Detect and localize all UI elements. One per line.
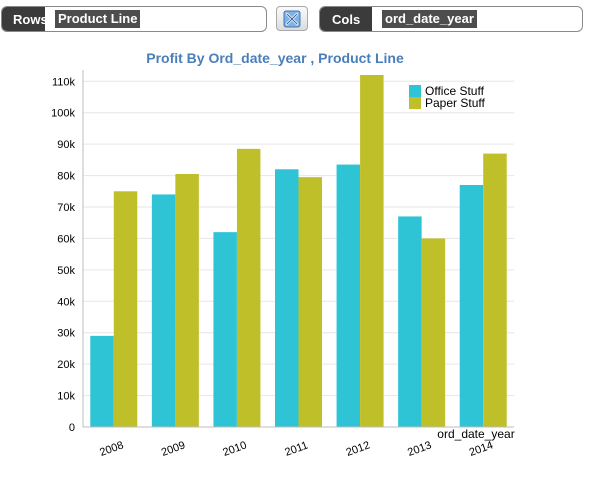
chart-bars xyxy=(90,75,507,428)
legend-label: Office Stuff xyxy=(425,84,485,98)
x-axis-title: ord_date_year xyxy=(437,427,514,441)
x-tick-label: 2009 xyxy=(160,439,187,459)
bar-paper-stuff-2010[interactable] xyxy=(236,148,261,427)
bar-paper-stuff-2012[interactable] xyxy=(360,75,384,427)
y-tick-label: 110k xyxy=(52,76,76,88)
y-tick-label: 100k xyxy=(51,108,75,120)
y-tick-label: 0 xyxy=(69,422,75,434)
bar-office-stuff-2008[interactable] xyxy=(90,335,114,427)
rows-field[interactable]: Rows Product Line xyxy=(1,6,267,32)
y-axis-ticks: 0 10k 20k 30k 40k 50k 60k 70k 80k 90k 100k 110k xyxy=(51,76,75,434)
x-tick-label: 2012 xyxy=(344,439,371,459)
x-tick-label: 2010 xyxy=(221,439,248,459)
chart-title: Profit By Ord_date_year , Product Line xyxy=(146,50,404,66)
y-tick-label: 70k xyxy=(57,202,75,214)
swap-axes-button[interactable] xyxy=(276,6,308,31)
y-tick-label: 10k xyxy=(57,391,75,403)
y-tick-label: 80k xyxy=(57,171,75,183)
bar-office-stuff-2012[interactable] xyxy=(336,164,361,428)
chart-axes xyxy=(82,70,514,428)
y-tick-label: 90k xyxy=(57,139,75,151)
legend-label: Paper Stuff xyxy=(425,96,485,110)
cols-label: Cols xyxy=(320,7,372,31)
y-tick-label: 50k xyxy=(57,265,75,277)
bar-office-stuff-2013[interactable] xyxy=(398,216,422,427)
bar-paper-stuff-2011[interactable] xyxy=(298,177,323,427)
cols-value[interactable]: ord_date_year xyxy=(382,10,477,28)
y-tick-label: 20k xyxy=(57,359,75,371)
profit-bar-chart: Profit By Ord_date_year , Product Line 0… xyxy=(51,50,515,459)
bar-office-stuff-2009[interactable] xyxy=(151,194,176,427)
bar-office-stuff-2014[interactable] xyxy=(459,185,484,427)
swap-axes-icon xyxy=(283,10,301,27)
bar-office-stuff-2011[interactable] xyxy=(275,169,299,428)
bar-paper-stuff-2014[interactable] xyxy=(483,153,507,428)
y-tick-label: 60k xyxy=(57,233,75,245)
x-tick-label: 2014 xyxy=(468,439,495,459)
bar-paper-stuff-2009[interactable] xyxy=(175,174,199,427)
legend-swatch xyxy=(409,97,421,109)
x-tick-label: 2008 xyxy=(98,439,125,459)
x-axis-ticks: 2008 2009 2010 2011 2012 2013 2014 xyxy=(98,439,495,459)
legend-swatch xyxy=(409,85,421,97)
x-tick-label: 2013 xyxy=(406,439,433,459)
y-tick-label: 40k xyxy=(57,296,75,308)
bar-paper-stuff-2013[interactable] xyxy=(421,238,446,427)
rows-label: Rows xyxy=(2,7,48,31)
x-tick-label: 2011 xyxy=(283,439,309,458)
rows-value[interactable]: Product Line xyxy=(55,10,141,28)
bar-paper-stuff-2008[interactable] xyxy=(113,191,138,427)
cols-field[interactable]: Cols ord_date_year xyxy=(319,6,583,32)
y-tick-label: 30k xyxy=(57,328,75,340)
bar-office-stuff-2010[interactable] xyxy=(213,232,237,427)
